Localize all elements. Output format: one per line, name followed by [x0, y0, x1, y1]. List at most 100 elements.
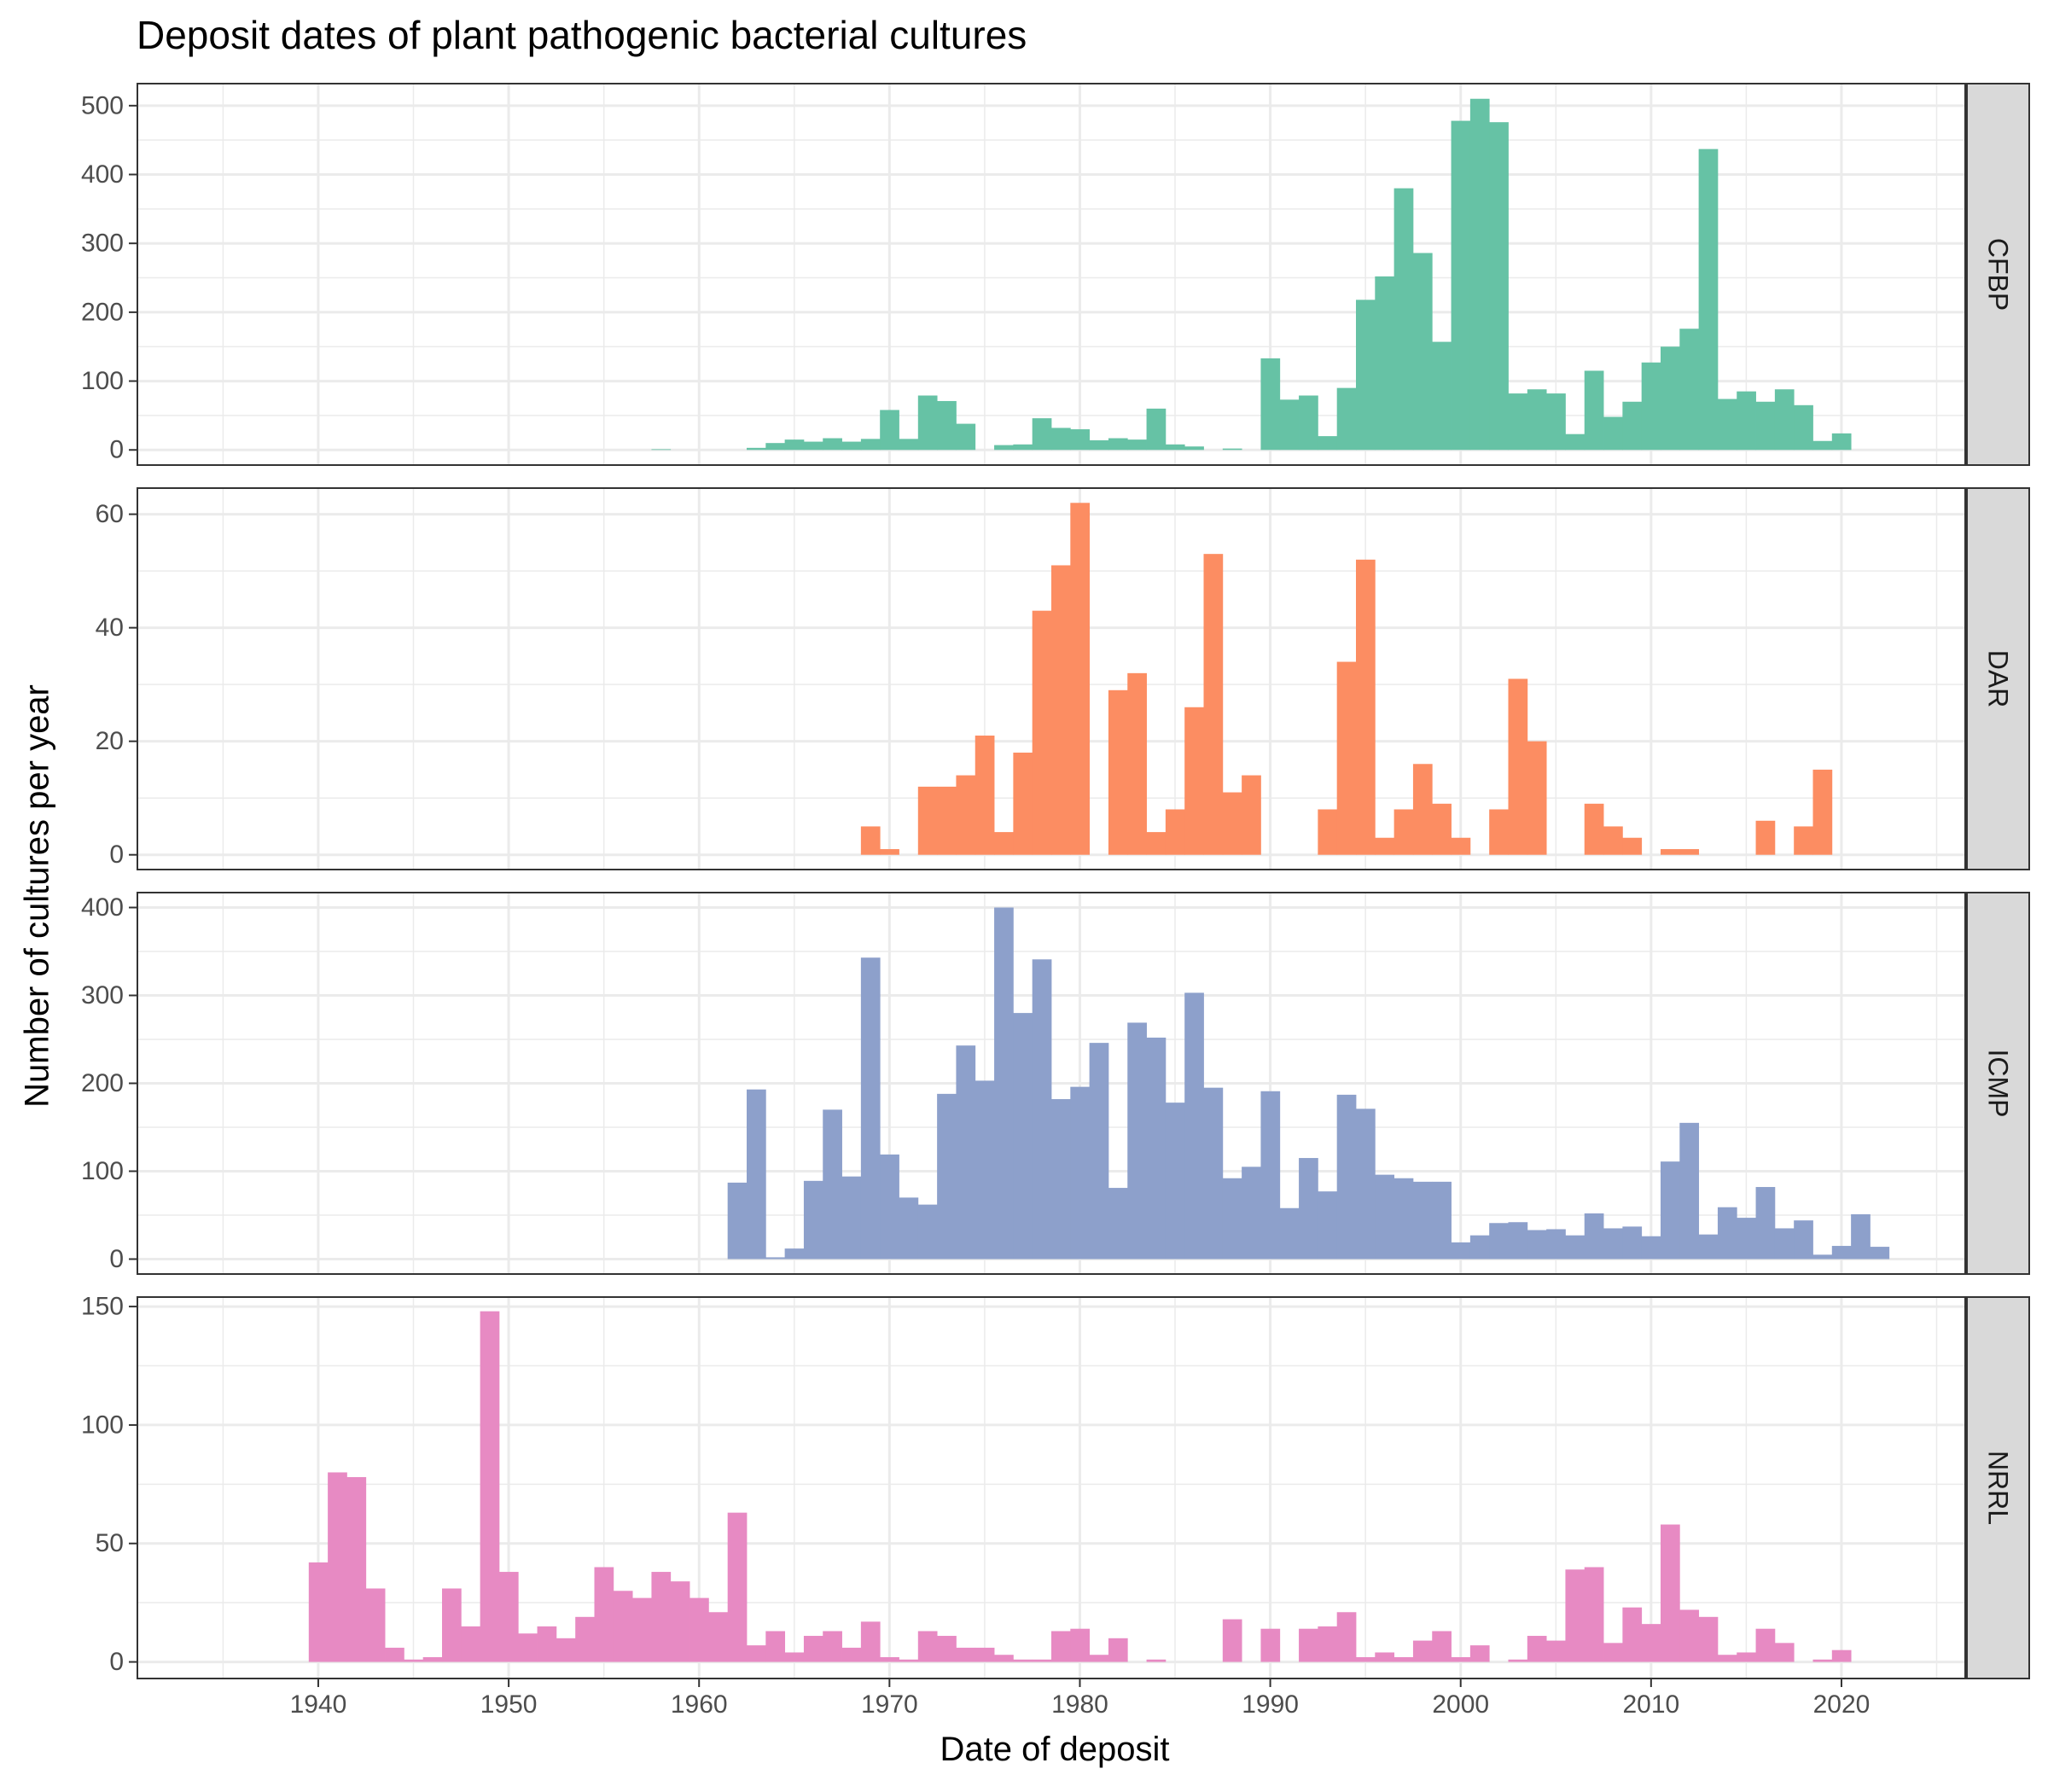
y-tick-label-cfbp: 200	[81, 298, 124, 326]
bar-dar-2003	[1508, 678, 1528, 855]
bar-cfbp-1963	[747, 447, 766, 451]
bar-icmp-1979	[1051, 1099, 1071, 1260]
bar-cfbp-2008	[1603, 416, 1623, 451]
bar-dar-1996	[1375, 837, 1395, 855]
bar-cfbp-2010	[1641, 362, 1661, 451]
bar-nrrl-1972	[917, 1631, 938, 1662]
bar-icmp-2011	[1661, 1161, 1680, 1260]
bar-icmp-2010	[1641, 1236, 1661, 1260]
x-tick-label: 1940	[290, 1690, 347, 1719]
bar-nrrl-2004	[1527, 1636, 1547, 1662]
facet-label-cfbp: CFBP	[1983, 238, 2014, 311]
x-tick-label: 2000	[1432, 1690, 1489, 1719]
bar-nrrl-1940	[308, 1562, 329, 1662]
bar-dar-1986	[1184, 707, 1204, 855]
bar-cfbp-1984	[1146, 408, 1167, 451]
bar-nrrl-1982	[1108, 1638, 1128, 1662]
bar-dar-1993	[1318, 809, 1338, 855]
bar-cfbp-2004	[1527, 389, 1547, 451]
bar-icmp-1982	[1108, 1188, 1128, 1260]
y-tick-label-cfbp: 100	[81, 367, 124, 395]
bar-dar-2016	[1755, 820, 1776, 855]
bar-icmp-2009	[1622, 1226, 1643, 1260]
bar-cfbp-1971	[899, 439, 919, 451]
bar-icmp-2014	[1717, 1207, 1737, 1260]
bar-cfbp-2019	[1812, 440, 1833, 451]
y-tick-label-nrrl: 100	[81, 1411, 124, 1439]
bar-nrrl-1973	[937, 1636, 957, 1662]
bar-nrrl-2005	[1546, 1640, 1566, 1662]
bar-cfbp-2006	[1565, 433, 1585, 451]
bar-dar-2002	[1489, 809, 1509, 855]
bar-cfbp-1967	[823, 438, 842, 451]
bar-nrrl-1949	[480, 1311, 500, 1662]
x-tick-label: 1990	[1242, 1690, 1299, 1719]
bar-cfbp-2014	[1717, 399, 1737, 451]
bar-icmp-2022	[1870, 1247, 1890, 1260]
bar-icmp-1972	[917, 1204, 938, 1260]
bar-nrrl-1952	[537, 1626, 557, 1662]
bar-icmp-2021	[1851, 1213, 1871, 1260]
bar-nrrl-2014	[1717, 1655, 1737, 1662]
facet-label-icmp: ICMP	[1983, 1050, 2014, 1118]
bar-dar-1999	[1432, 803, 1452, 855]
bar-icmp-1988	[1222, 1178, 1242, 1260]
bar-cfbp-1982	[1108, 438, 1128, 451]
bar-icmp-2002	[1489, 1223, 1509, 1260]
bar-cfbp-2011	[1661, 346, 1680, 451]
bar-cfbp-1998	[1412, 253, 1433, 451]
bar-icmp-2006	[1565, 1235, 1585, 1260]
bar-nrrl-1948	[461, 1626, 481, 1662]
bar-nrrl-1998	[1412, 1640, 1433, 1662]
bar-nrrl-2006	[1565, 1569, 1585, 1662]
bar-nrrl-1964	[765, 1631, 786, 1662]
y-tick-label-cfbp: 300	[81, 230, 124, 258]
bar-cfbp-2009	[1622, 401, 1643, 451]
bar-nrrl-2016	[1755, 1628, 1776, 1662]
bar-nrrl-1953	[556, 1638, 576, 1662]
y-tick-label-icmp: 400	[81, 893, 124, 922]
bar-icmp-1978	[1032, 959, 1052, 1260]
bar-dar-2004	[1527, 741, 1547, 855]
bar-nrrl-1996	[1375, 1652, 1395, 1662]
bar-dar-1974	[956, 775, 976, 855]
bar-icmp-2016	[1755, 1187, 1776, 1260]
bar-cfbp-2017	[1774, 389, 1795, 451]
bar-icmp-1976	[994, 907, 1014, 1260]
bar-nrrl-2003	[1508, 1659, 1528, 1662]
bar-cfbp-2012	[1679, 329, 1700, 451]
bar-icmp-1981	[1089, 1043, 1109, 1260]
y-tick-label-dar: 20	[96, 727, 124, 755]
bar-nrrl-1961	[708, 1612, 729, 1662]
facet-strip-dar	[1966, 487, 2030, 870]
bar-cfbp-2002	[1489, 122, 1509, 451]
bar-icmp-2017	[1774, 1228, 1795, 1260]
bar-icmp-1985	[1165, 1103, 1185, 1260]
bar-cfbp-1973	[937, 400, 957, 451]
bar-cfbp-1996	[1375, 276, 1395, 451]
x-tick-label: 1950	[480, 1690, 538, 1719]
bar-nrrl-1946	[422, 1657, 443, 1662]
bar-icmp-2018	[1794, 1220, 1813, 1260]
bar-cfbp-2018	[1794, 404, 1813, 451]
bar-nrrl-1997	[1393, 1657, 1414, 1662]
y-tick-label-icmp: 200	[81, 1069, 124, 1097]
y-tick-label-dar: 0	[109, 841, 124, 869]
bar-cfbp-1970	[880, 410, 899, 451]
bar-nrrl-2008	[1603, 1643, 1623, 1662]
bar-dar-2018	[1794, 826, 1813, 855]
bar-icmp-1970	[880, 1154, 899, 1260]
bar-nrrl-1971	[899, 1659, 919, 1662]
bar-nrrl-1965	[784, 1652, 805, 1662]
bar-icmp-2019	[1812, 1254, 1833, 1260]
bar-nrrl-1960	[689, 1597, 709, 1662]
bar-icmp-1983	[1127, 1022, 1147, 1260]
panel-border-cfbp	[137, 83, 1966, 466]
bar-nrrl-1968	[841, 1647, 862, 1662]
bar-cfbp-1966	[803, 441, 823, 451]
bar-cfbp-1977	[1013, 444, 1033, 451]
bar-nrrl-1995	[1356, 1657, 1376, 1662]
bar-icmp-1986	[1184, 992, 1204, 1260]
bar-dar-1972	[917, 786, 938, 855]
bar-nrrl-1954	[575, 1616, 595, 1662]
